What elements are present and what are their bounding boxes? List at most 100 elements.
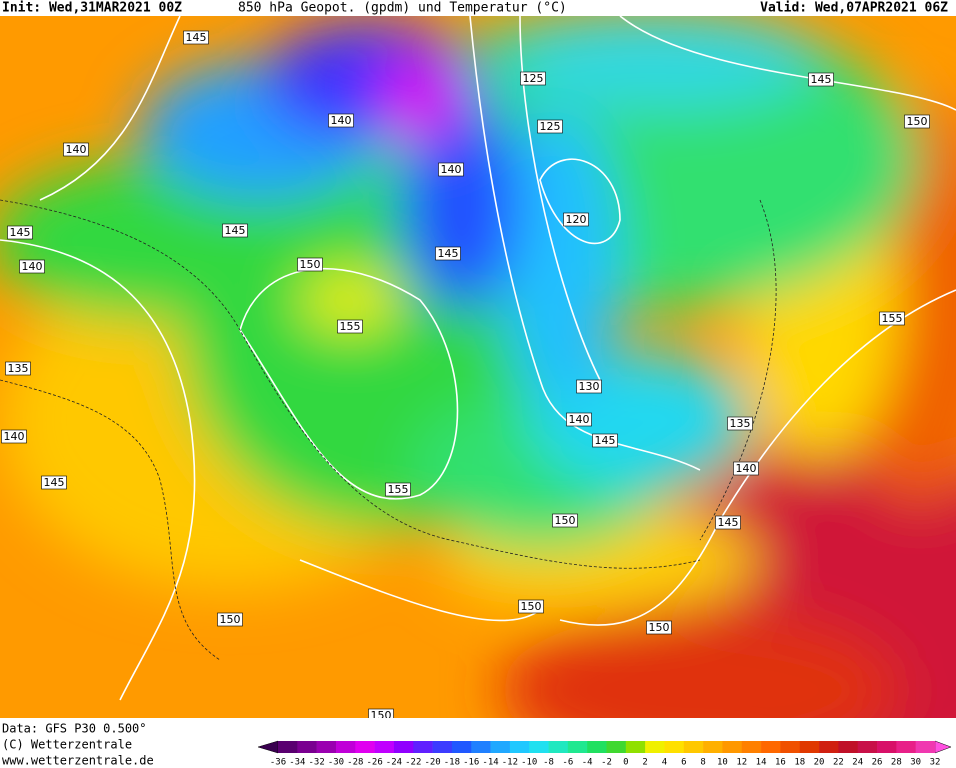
contour-label: 150 xyxy=(907,115,928,128)
colorbar: -36 -34 -32 -30 -28 -26 -24 -22 -20 -18 -16 -14 -12-… xyxy=(257,740,952,768)
contour-label: 150 xyxy=(220,613,241,626)
label-box xyxy=(368,708,394,718)
colorbar-label: 18 xyxy=(794,758,805,768)
colorbar-segment xyxy=(625,741,646,753)
colorbar-label: 10 xyxy=(717,758,728,768)
data-source: Data: GFS P30 0.500° xyxy=(2,722,147,736)
label-box xyxy=(808,72,834,87)
website: www.wetterzentrale.de xyxy=(2,754,154,768)
contour-label: 145 xyxy=(811,73,832,86)
label-box xyxy=(592,433,618,448)
colorbar-label: -28 xyxy=(347,758,363,768)
colorbar-segment xyxy=(606,741,627,753)
label-box xyxy=(566,412,592,427)
colorbar-label: -16 xyxy=(463,758,479,768)
colorbar-segment xyxy=(490,741,511,753)
contour-label: 140 xyxy=(22,260,43,273)
colorbar-segment xyxy=(587,741,607,753)
contour-label: 150 xyxy=(300,258,321,271)
contour-label: 135 xyxy=(730,417,751,430)
colorbar-label: -22 xyxy=(405,758,421,768)
label-box xyxy=(733,461,759,476)
contour-label: 150 xyxy=(649,621,670,634)
contour-label: 130 xyxy=(579,380,600,393)
label-box xyxy=(646,620,672,635)
label-box xyxy=(438,162,464,177)
colorbar-label: 12 xyxy=(736,758,747,768)
label-box xyxy=(5,361,31,376)
colorbar-segment xyxy=(451,741,472,753)
contour-label: 125 xyxy=(523,72,544,85)
colorbar-segment xyxy=(799,741,820,753)
label-box xyxy=(715,515,741,530)
contour-label: 140 xyxy=(66,143,87,156)
colorbar-label: 32 xyxy=(930,758,941,768)
colorbar-label: 8 xyxy=(700,758,705,768)
colorbar-label: -34 xyxy=(289,758,305,768)
colorbar-segment xyxy=(857,741,878,753)
contour-label: 140 xyxy=(569,413,590,426)
colorbar-label: -4 xyxy=(582,758,593,768)
valid-time: Valid: Wed,07APR2021 06Z xyxy=(760,1,948,16)
colorbar-segment xyxy=(355,741,375,753)
contour-label: 145 xyxy=(225,224,246,237)
contour-label: 145 xyxy=(10,226,31,239)
colorbar-over xyxy=(934,740,952,754)
map: 145 140 145 140 135 140 145 140 145 150 … xyxy=(0,16,956,718)
label-box xyxy=(518,599,544,614)
label-box xyxy=(435,246,461,261)
label-box xyxy=(41,475,67,490)
colorbar-segment xyxy=(819,741,839,753)
contour-label: 150 xyxy=(555,514,576,527)
colorbar-label: 30 xyxy=(910,758,921,768)
contour-label: 155 xyxy=(388,483,409,496)
contour-label: 155 xyxy=(340,320,361,333)
label-box xyxy=(904,114,930,129)
contour-label: 140 xyxy=(441,163,462,176)
label-box xyxy=(297,257,323,272)
colorbar-segment xyxy=(838,741,859,753)
label-box xyxy=(1,429,27,444)
colorbar-label: 16 xyxy=(775,758,786,768)
colorbar-segment xyxy=(509,741,530,753)
colorbar-segment xyxy=(683,741,704,753)
colorbar-label: 6 xyxy=(681,758,686,768)
colorbar-label: -8 xyxy=(543,758,554,768)
contour-label: 125 xyxy=(540,120,561,133)
map-title: 850 hPa Geopot. (gpdm) und Temperatur (°… xyxy=(238,1,567,16)
label-box xyxy=(183,30,209,45)
contour-label: 135 xyxy=(8,362,29,375)
label-box xyxy=(520,71,546,86)
copyright: (C) Wetterzentrale xyxy=(2,738,132,752)
label-box xyxy=(337,319,363,334)
contour-label: 145 xyxy=(186,31,207,44)
colorbar-segment xyxy=(761,741,781,753)
colorbar-label: 0 xyxy=(623,758,628,768)
colorbar-segment xyxy=(645,741,665,753)
contour-label: 150 xyxy=(521,600,542,613)
colorbar-segment xyxy=(896,741,916,753)
colorbar-segment xyxy=(335,741,356,753)
colorbar-segment xyxy=(432,741,453,753)
colorbar-segment xyxy=(877,741,897,753)
colorbar-under xyxy=(257,740,279,754)
colorbar-label: -14 xyxy=(482,758,498,768)
colorbar-segment xyxy=(413,741,433,753)
colorbar-segment xyxy=(278,741,298,753)
contour-label: 140 xyxy=(331,114,352,127)
label-box xyxy=(537,119,563,134)
label-box xyxy=(552,513,578,528)
colorbar-segment xyxy=(567,741,588,753)
colorbar-segment xyxy=(664,741,685,753)
colorbar-segment xyxy=(548,741,569,753)
label-box xyxy=(576,379,602,394)
colorbar-label: -24 xyxy=(386,758,402,768)
colorbar-label: 28 xyxy=(891,758,902,768)
init-time: Init: Wed,31MAR2021 00Z xyxy=(2,1,182,16)
colorbar-segment xyxy=(297,741,317,753)
colorbar-segment xyxy=(741,741,762,753)
colorbar-segment xyxy=(780,741,801,753)
colorbar-label: 22 xyxy=(833,758,844,768)
colorbar-segment xyxy=(722,741,743,753)
